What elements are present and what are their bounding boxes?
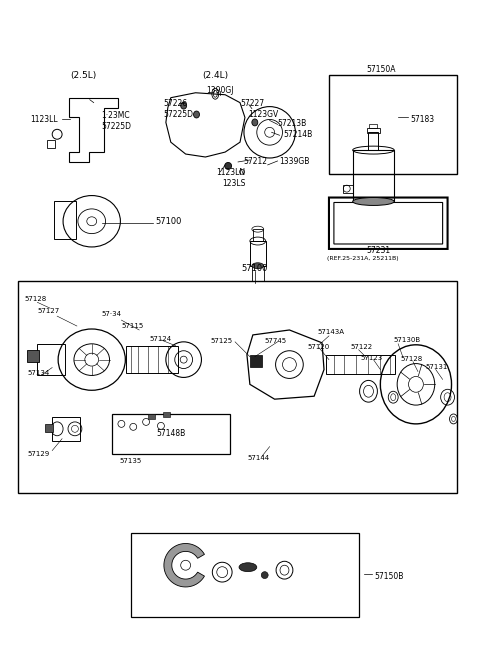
Bar xyxy=(47,140,55,148)
Text: 57124: 57124 xyxy=(149,336,171,342)
Bar xyxy=(52,417,80,441)
Ellipse shape xyxy=(239,563,257,572)
Text: 57123: 57123 xyxy=(360,355,383,361)
Bar xyxy=(367,128,380,133)
Text: 57225D: 57225D xyxy=(163,110,193,118)
Text: 57135: 57135 xyxy=(120,459,142,464)
Text: 57134: 57134 xyxy=(27,369,50,376)
Text: 57128: 57128 xyxy=(24,296,47,302)
Polygon shape xyxy=(164,543,204,587)
Bar xyxy=(326,355,395,374)
Bar xyxy=(37,344,65,375)
Text: 57226: 57226 xyxy=(163,99,187,108)
Text: (REF.25-231A, 25211B): (REF.25-231A, 25211B) xyxy=(327,256,398,261)
Text: 57143A: 57143A xyxy=(317,329,344,335)
Bar xyxy=(252,265,264,281)
Ellipse shape xyxy=(225,162,231,170)
Ellipse shape xyxy=(180,560,191,570)
Bar xyxy=(45,424,53,432)
Ellipse shape xyxy=(252,119,258,126)
Text: 1390GJ: 1390GJ xyxy=(206,86,234,95)
Bar xyxy=(369,132,378,150)
Text: 1339GB: 1339GB xyxy=(279,157,310,166)
Text: 57127: 57127 xyxy=(37,308,60,314)
Ellipse shape xyxy=(353,198,394,206)
Text: 57231: 57231 xyxy=(367,246,391,255)
Bar xyxy=(250,241,266,265)
Text: 1123LN: 1123LN xyxy=(216,168,245,177)
Text: 57148B: 57148B xyxy=(156,429,185,438)
Bar xyxy=(343,185,353,193)
Text: 57131: 57131 xyxy=(426,363,448,370)
Bar xyxy=(250,355,262,367)
Bar xyxy=(148,414,155,419)
Bar xyxy=(111,414,230,453)
Text: 57120: 57120 xyxy=(307,344,329,350)
Text: 57100: 57100 xyxy=(241,263,268,273)
Bar xyxy=(329,75,457,174)
Ellipse shape xyxy=(252,263,264,269)
Text: 57·34: 57·34 xyxy=(102,311,121,317)
Text: 57122: 57122 xyxy=(351,344,373,350)
Text: 57129: 57129 xyxy=(27,451,50,457)
Bar xyxy=(18,281,457,493)
Text: 57213B: 57213B xyxy=(277,120,307,129)
Text: 57128: 57128 xyxy=(400,355,422,362)
Text: 57144: 57144 xyxy=(248,455,270,461)
Bar xyxy=(253,229,263,241)
Bar xyxy=(126,346,178,373)
Bar xyxy=(163,412,170,417)
Text: 57214B: 57214B xyxy=(284,130,313,139)
Text: 57183: 57183 xyxy=(410,116,434,124)
Text: 123LS: 123LS xyxy=(222,179,246,188)
Text: 57100: 57100 xyxy=(155,217,181,226)
Bar xyxy=(353,150,394,202)
Text: 57227: 57227 xyxy=(240,99,264,108)
Text: 1·23MC: 1·23MC xyxy=(102,110,130,120)
Text: 57125: 57125 xyxy=(210,338,232,344)
Text: 57115: 57115 xyxy=(121,323,144,329)
Text: 57745: 57745 xyxy=(264,338,287,344)
Text: 57150A: 57150A xyxy=(367,65,396,74)
Text: (2.4L): (2.4L) xyxy=(202,71,228,80)
Ellipse shape xyxy=(180,102,187,109)
Ellipse shape xyxy=(261,572,268,579)
Text: 57212: 57212 xyxy=(243,157,267,166)
Bar xyxy=(54,202,76,239)
Text: 1123LL: 1123LL xyxy=(30,116,58,124)
Text: 57130B: 57130B xyxy=(393,337,420,343)
Text: 57150B: 57150B xyxy=(374,572,404,581)
Text: 57225D: 57225D xyxy=(102,122,132,131)
Text: (2.5L): (2.5L) xyxy=(71,71,97,80)
Bar xyxy=(27,350,39,361)
Bar xyxy=(131,533,359,617)
Bar xyxy=(370,124,377,128)
Text: 1123GV: 1123GV xyxy=(248,110,278,118)
Ellipse shape xyxy=(193,111,200,118)
